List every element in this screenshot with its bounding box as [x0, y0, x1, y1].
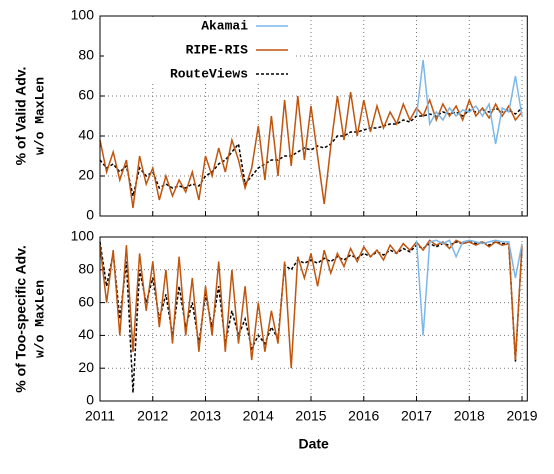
series-line: [99, 91, 523, 209]
legend: Akamai RIPE-RIS RouteViews: [104, 18, 294, 82]
x-tick-label: 2013: [190, 408, 221, 424]
y-tick-label: 80: [78, 47, 94, 63]
x-tick-label: 2014: [243, 408, 274, 424]
y-tick-label: 0: [86, 392, 94, 408]
series-line: [415, 59, 523, 145]
y-axis-label: % of Valid Adv.: [13, 67, 29, 166]
y-tick-label: 0: [86, 207, 94, 223]
x-tick-label: 2017: [401, 408, 432, 424]
y-axis-label-note: w/o MaxLen: [32, 280, 47, 358]
y-axis-label-note: w/o MaxLen: [32, 77, 47, 155]
x-tick-label: 2015: [295, 408, 326, 424]
y-tick-label: 60: [78, 293, 94, 309]
x-tick-label: 2019: [506, 408, 537, 424]
x-tick-label: 2012: [137, 408, 168, 424]
y-tick-label: 100: [71, 228, 95, 244]
plot-frame: [99, 236, 528, 402]
y-tick-label: 80: [78, 261, 94, 277]
legend-label: RIPE-RIS: [186, 42, 249, 57]
y-tick-label: 20: [78, 167, 94, 183]
y-tick-label: 40: [78, 127, 94, 143]
plot-frame: [99, 15, 528, 217]
legend-label: RouteViews: [170, 66, 248, 81]
x-axis-label: Date: [298, 436, 329, 452]
series-line: [415, 239, 523, 336]
legend-label: Akamai: [201, 18, 248, 33]
x-tick-label: 2011: [85, 408, 115, 424]
x-tick-label: 2016: [348, 408, 379, 424]
x-tick-label: 2018: [454, 408, 485, 424]
y-tick-label: 100: [71, 7, 95, 23]
series-line: [99, 107, 523, 197]
y-tick-label: 60: [78, 87, 94, 103]
y-axis-label: % of Too-specific Adv.: [13, 245, 29, 393]
y-tick-label: 40: [78, 326, 94, 342]
y-tick-label: 20: [78, 359, 94, 375]
